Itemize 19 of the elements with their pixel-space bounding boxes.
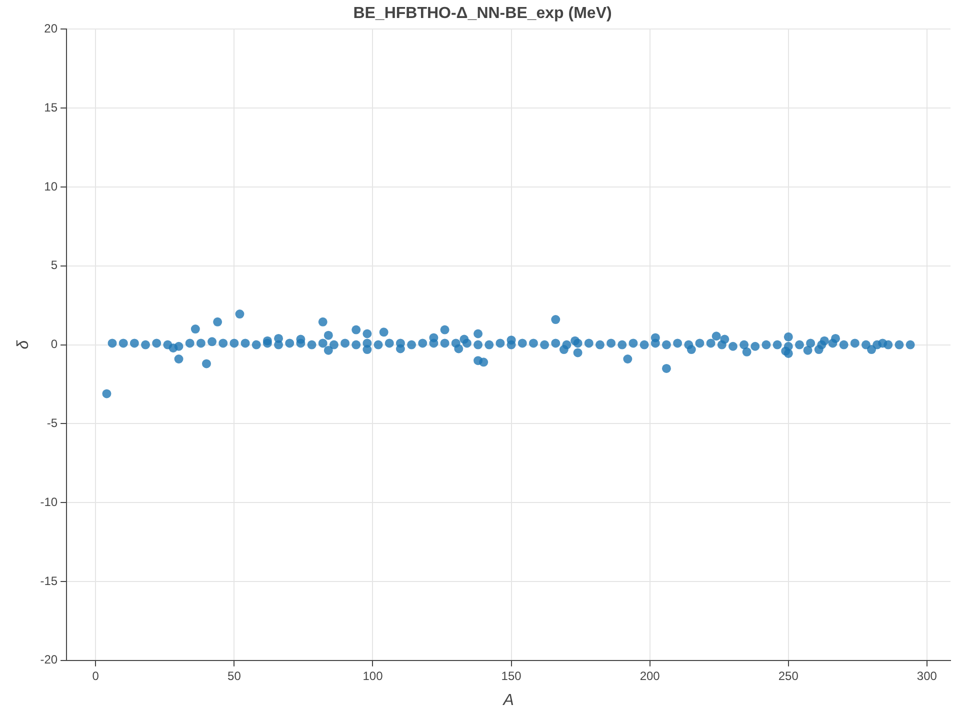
y-tick-label: 20 (44, 22, 58, 36)
y-tick-label: 10 (44, 179, 58, 194)
y-tick-label: -20 (40, 652, 58, 667)
x-tick-label: 300 (916, 668, 938, 683)
y-tick-label: 15 (44, 100, 58, 114)
x-tick-label: 50 (228, 668, 242, 683)
chart-title: BE_HFBTHO-Δ_NN-BE_exp (MeV) (353, 5, 612, 22)
y-tick-label: 5 (50, 258, 58, 272)
x-tick-label: 150 (501, 668, 522, 683)
y-tick-label: -10 (40, 494, 58, 509)
y-tick-label: 0 (50, 337, 58, 352)
y-axis-title: δ (15, 339, 32, 350)
x-tick-label: 100 (362, 668, 384, 683)
y-tick-label: -5 (46, 416, 58, 430)
x-tick-label: 200 (640, 668, 660, 683)
y-tick-label: -15 (40, 574, 58, 588)
x-tick-label: 250 (778, 668, 799, 683)
x-axis-title: A (502, 692, 514, 709)
x-tick-label: 0 (92, 668, 100, 683)
